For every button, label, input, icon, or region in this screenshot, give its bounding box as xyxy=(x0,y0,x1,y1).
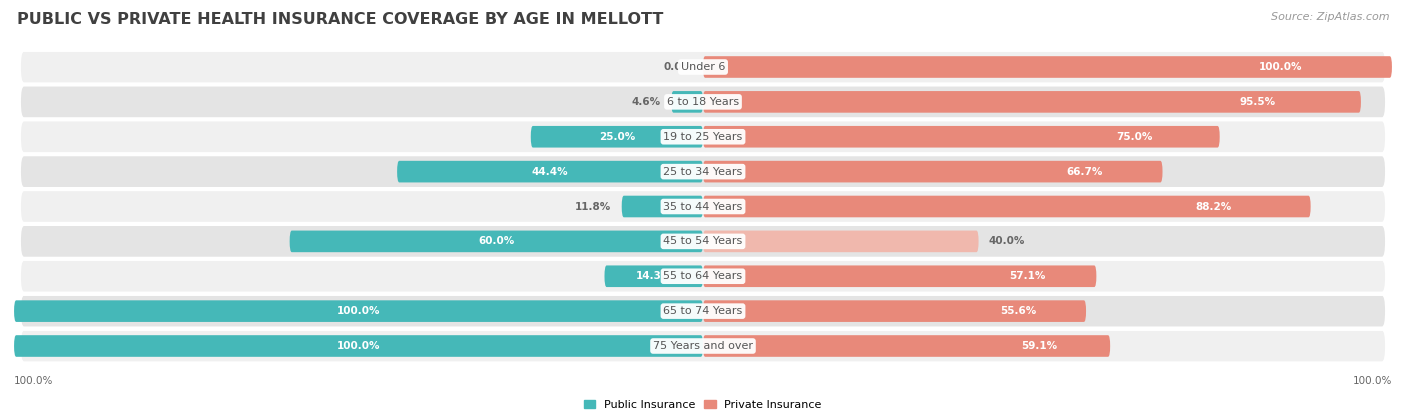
Text: 95.5%: 95.5% xyxy=(1239,97,1275,107)
Text: 0.0%: 0.0% xyxy=(664,62,693,72)
FancyBboxPatch shape xyxy=(21,331,1385,361)
Text: Source: ZipAtlas.com: Source: ZipAtlas.com xyxy=(1271,12,1389,22)
Text: PUBLIC VS PRIVATE HEALTH INSURANCE COVERAGE BY AGE IN MELLOTT: PUBLIC VS PRIVATE HEALTH INSURANCE COVER… xyxy=(17,12,664,27)
Text: 100.0%: 100.0% xyxy=(337,341,380,351)
FancyBboxPatch shape xyxy=(671,91,703,113)
Text: 57.1%: 57.1% xyxy=(1010,271,1045,281)
FancyBboxPatch shape xyxy=(21,226,1385,257)
Text: 25.0%: 25.0% xyxy=(599,132,636,142)
Text: 100.0%: 100.0% xyxy=(1353,376,1392,386)
FancyBboxPatch shape xyxy=(396,161,703,183)
FancyBboxPatch shape xyxy=(21,296,1385,326)
Text: 6 to 18 Years: 6 to 18 Years xyxy=(666,97,740,107)
FancyBboxPatch shape xyxy=(14,300,703,322)
FancyBboxPatch shape xyxy=(21,87,1385,117)
Text: 100.0%: 100.0% xyxy=(14,376,53,386)
FancyBboxPatch shape xyxy=(531,126,703,147)
Text: 66.7%: 66.7% xyxy=(1066,166,1102,177)
Text: 75.0%: 75.0% xyxy=(1116,132,1153,142)
FancyBboxPatch shape xyxy=(290,230,703,252)
FancyBboxPatch shape xyxy=(21,261,1385,292)
FancyBboxPatch shape xyxy=(703,335,1111,357)
FancyBboxPatch shape xyxy=(703,300,1085,322)
Text: 40.0%: 40.0% xyxy=(988,236,1025,247)
FancyBboxPatch shape xyxy=(703,161,1163,183)
Text: 88.2%: 88.2% xyxy=(1195,202,1232,211)
FancyBboxPatch shape xyxy=(703,266,1097,287)
Text: 55 to 64 Years: 55 to 64 Years xyxy=(664,271,742,281)
FancyBboxPatch shape xyxy=(21,121,1385,152)
Text: 35 to 44 Years: 35 to 44 Years xyxy=(664,202,742,211)
FancyBboxPatch shape xyxy=(703,196,1310,217)
Text: 55.6%: 55.6% xyxy=(1000,306,1036,316)
FancyBboxPatch shape xyxy=(703,91,1361,113)
Text: 44.4%: 44.4% xyxy=(531,166,568,177)
FancyBboxPatch shape xyxy=(21,52,1385,82)
Text: 100.0%: 100.0% xyxy=(1258,62,1302,72)
Text: 60.0%: 60.0% xyxy=(478,236,515,247)
Text: 59.1%: 59.1% xyxy=(1021,341,1057,351)
FancyBboxPatch shape xyxy=(703,56,1392,78)
Text: 19 to 25 Years: 19 to 25 Years xyxy=(664,132,742,142)
FancyBboxPatch shape xyxy=(621,196,703,217)
Text: 45 to 54 Years: 45 to 54 Years xyxy=(664,236,742,247)
FancyBboxPatch shape xyxy=(703,126,1219,147)
FancyBboxPatch shape xyxy=(703,230,979,252)
Text: 25 to 34 Years: 25 to 34 Years xyxy=(664,166,742,177)
Text: 65 to 74 Years: 65 to 74 Years xyxy=(664,306,742,316)
Text: 4.6%: 4.6% xyxy=(631,97,661,107)
FancyBboxPatch shape xyxy=(21,156,1385,187)
Legend: Public Insurance, Private Insurance: Public Insurance, Private Insurance xyxy=(579,395,827,413)
FancyBboxPatch shape xyxy=(21,191,1385,222)
FancyBboxPatch shape xyxy=(605,266,703,287)
Text: 75 Years and over: 75 Years and over xyxy=(652,341,754,351)
Text: 14.3%: 14.3% xyxy=(636,271,672,281)
Text: 11.8%: 11.8% xyxy=(575,202,612,211)
FancyBboxPatch shape xyxy=(14,335,703,357)
Text: 100.0%: 100.0% xyxy=(337,306,380,316)
Text: Under 6: Under 6 xyxy=(681,62,725,72)
